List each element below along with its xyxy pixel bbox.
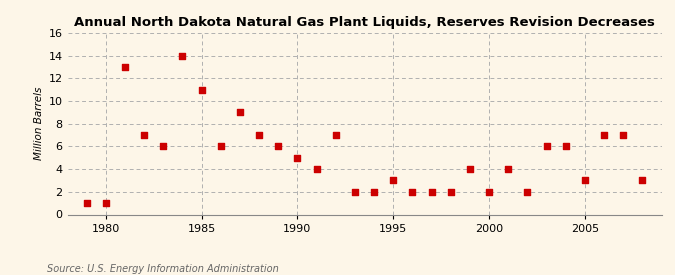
Point (273, 144, 284, 148)
Point (407, 190, 418, 194)
Point (311, 167, 322, 171)
Point (119, 65, 130, 69)
Point (158, 144, 169, 148)
Point (464, 167, 475, 171)
Point (139, 133, 150, 137)
Point (234, 110, 245, 115)
Point (350, 190, 360, 194)
Point (618, 133, 628, 137)
Point (484, 190, 495, 194)
Title: Annual North Dakota Natural Gas Plant Liquids, Reserves Revision Decreases: Annual North Dakota Natural Gas Plant Li… (74, 16, 655, 29)
Point (330, 133, 341, 137)
Point (254, 133, 265, 137)
Point (177, 53, 188, 58)
Point (388, 178, 399, 183)
Point (292, 156, 303, 160)
Point (81, 201, 92, 205)
Point (101, 201, 111, 205)
Point (369, 190, 379, 194)
Point (446, 190, 456, 194)
Point (215, 144, 226, 148)
Point (599, 133, 610, 137)
Y-axis label: Million Barrels: Million Barrels (34, 87, 45, 160)
Point (541, 144, 552, 148)
Point (560, 144, 571, 148)
Point (579, 178, 590, 183)
Point (503, 167, 514, 171)
Point (196, 87, 207, 92)
Point (637, 178, 648, 183)
Point (426, 190, 437, 194)
Point (522, 190, 533, 194)
Text: Source: U.S. Energy Information Administration: Source: U.S. Energy Information Administ… (47, 264, 279, 274)
